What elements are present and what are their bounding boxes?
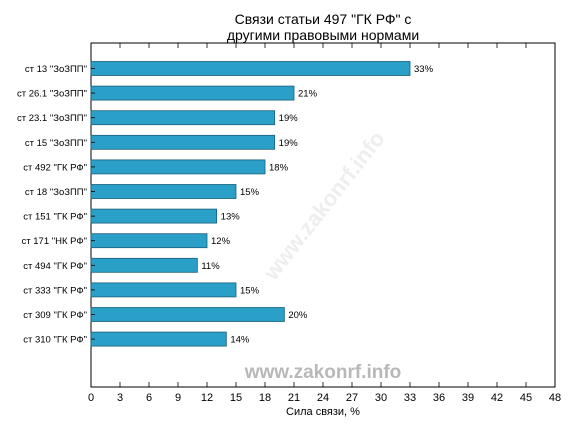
bar	[90, 85, 295, 101]
chart-title-line-1: Связи статьи 497 "ГК РФ" с	[235, 11, 412, 27]
bar	[90, 257, 198, 273]
watermark-text: www.zakonrf.info	[244, 362, 402, 383]
bar	[90, 282, 237, 298]
x-tick-label: 0	[88, 392, 94, 404]
category-label: ст 492 "ГК РФ"	[23, 162, 87, 173]
category-label: ст 15 "ЗоЗПП"	[25, 138, 87, 149]
category-label: ст 13 "ЗоЗПП"	[25, 64, 87, 75]
data-label: 33%	[414, 64, 434, 75]
x-tick-label: 24	[317, 392, 329, 404]
category-label: ст 26.1 "ЗоЗПП"	[17, 89, 87, 100]
x-axis-label: Сила связи, %	[286, 406, 360, 418]
x-tick-label: 18	[259, 392, 271, 404]
x-tick-label: 15	[230, 392, 242, 404]
category-label: ст 333 "ГК РФ"	[23, 285, 87, 296]
x-tick-label: 33	[404, 392, 416, 404]
x-tick-label: 42	[491, 392, 503, 404]
data-label: 18%	[269, 162, 289, 173]
x-tick-label: 6	[146, 392, 152, 404]
data-label: 20%	[288, 310, 308, 321]
x-tick-label: 48	[549, 392, 561, 404]
x-tick-label: 9	[175, 392, 181, 404]
data-label: 12%	[211, 236, 231, 247]
category-label: ст 310 "ГК РФ"	[23, 335, 87, 346]
data-label: 19%	[279, 113, 299, 124]
bar	[90, 184, 237, 199]
value-labels-group: 33% 21% 19% 19% 18% 15% 13% 12% 11% 15% 20% 14%	[201, 64, 433, 346]
category-label: ст 18 "ЗоЗПП"	[25, 187, 87, 198]
data-label: 11%	[201, 261, 220, 272]
data-label: 13%	[221, 212, 241, 223]
x-tick-label: 3	[117, 392, 123, 404]
bar	[90, 134, 276, 150]
x-tick-label: 45	[520, 392, 532, 404]
bar	[90, 159, 266, 175]
watermark-diagonal-text: www.zakonrf.info	[258, 126, 390, 285]
data-label: 15%	[240, 187, 260, 198]
chart-title-line-2: другими правовыми нормами	[227, 27, 419, 43]
category-label: ст 151 "ГК РФ"	[23, 212, 87, 223]
category-label: ст 494 "ГК РФ"	[23, 261, 87, 272]
x-tick-label: 39	[462, 392, 474, 404]
bar	[90, 233, 208, 249]
category-label: ст 23.1 "ЗоЗПП"	[17, 113, 87, 124]
watermark-diagonal: www.zakonrf.info	[258, 126, 390, 285]
data-label: 14%	[230, 335, 250, 346]
x-tick-label: 36	[433, 392, 445, 404]
data-label: 19%	[279, 138, 299, 149]
bars-group	[90, 61, 411, 347]
data-label: 21%	[298, 89, 318, 100]
bar	[90, 110, 276, 126]
bar	[90, 61, 411, 76]
x-tick-label: 30	[375, 392, 387, 404]
bar	[90, 331, 227, 347]
x-tick-label: 27	[346, 392, 358, 404]
category-label: ст 309 "ГК РФ"	[23, 310, 87, 321]
bar	[90, 208, 218, 224]
x-tick-label: 21	[288, 392, 300, 404]
category-labels-group: ст 13 "ЗоЗПП" ст 26.1 "ЗоЗПП" ст 23.1 "ЗоЗ…	[17, 64, 95, 346]
x-axis-ticks-group: 0 3 6 9 12 15 18 21 24 27 30 33 36 39 42 45 48	[88, 43, 561, 404]
data-label: 15%	[240, 285, 260, 296]
x-tick-label: 12	[201, 392, 213, 404]
category-label: ст 171 "НК РФ"	[22, 236, 87, 247]
bar	[90, 307, 285, 322]
